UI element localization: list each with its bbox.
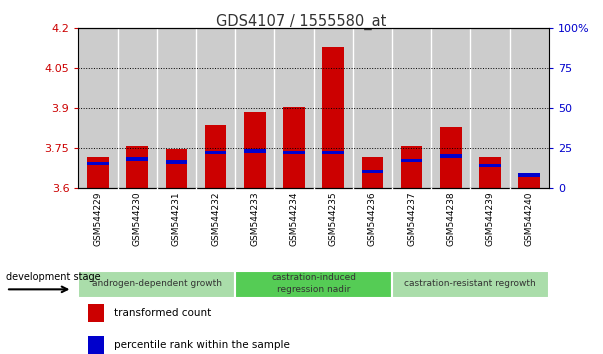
Bar bbox=[314, 28, 353, 188]
Bar bbox=[431, 28, 470, 188]
Bar bbox=[362, 157, 383, 188]
Text: GSM544234: GSM544234 bbox=[289, 192, 298, 246]
Bar bbox=[479, 157, 500, 188]
Bar bbox=[283, 151, 305, 154]
Bar bbox=[519, 173, 540, 188]
FancyBboxPatch shape bbox=[392, 270, 549, 298]
Bar bbox=[470, 28, 510, 188]
Bar bbox=[88, 336, 104, 354]
Bar bbox=[479, 164, 500, 167]
Bar bbox=[157, 28, 196, 188]
Text: transformed count: transformed count bbox=[114, 308, 211, 318]
Text: GSM544230: GSM544230 bbox=[133, 192, 142, 246]
Text: GSM544236: GSM544236 bbox=[368, 192, 377, 246]
Bar bbox=[519, 173, 540, 177]
Text: GSM544235: GSM544235 bbox=[329, 192, 338, 246]
Text: GSM544231: GSM544231 bbox=[172, 192, 181, 246]
Bar bbox=[87, 157, 109, 188]
Bar bbox=[127, 147, 148, 188]
Text: androgen-dependent growth: androgen-dependent growth bbox=[92, 279, 222, 288]
Bar bbox=[440, 127, 461, 188]
Bar bbox=[392, 28, 431, 188]
Bar bbox=[440, 154, 461, 158]
Text: GSM544229: GSM544229 bbox=[93, 192, 103, 246]
Text: castration-induced
regression nadir: castration-induced regression nadir bbox=[271, 273, 356, 293]
FancyBboxPatch shape bbox=[235, 270, 392, 298]
Text: GSM544239: GSM544239 bbox=[485, 192, 494, 246]
Text: GDS4107 / 1555580_at: GDS4107 / 1555580_at bbox=[216, 14, 387, 30]
Text: GSM544237: GSM544237 bbox=[407, 192, 416, 246]
Bar bbox=[401, 159, 422, 162]
Bar bbox=[88, 304, 104, 322]
Bar bbox=[510, 28, 549, 188]
Bar bbox=[235, 28, 274, 188]
Bar bbox=[244, 112, 265, 188]
Text: GSM544238: GSM544238 bbox=[446, 192, 455, 246]
Bar bbox=[353, 28, 392, 188]
Bar bbox=[118, 28, 157, 188]
Bar bbox=[274, 28, 314, 188]
Bar bbox=[87, 162, 109, 165]
Bar bbox=[362, 170, 383, 173]
Bar bbox=[244, 149, 265, 153]
FancyBboxPatch shape bbox=[78, 270, 235, 298]
Bar bbox=[205, 125, 226, 188]
Text: castration-resistant regrowth: castration-resistant regrowth bbox=[405, 279, 536, 288]
Bar bbox=[401, 147, 422, 188]
Text: development stage: development stage bbox=[6, 272, 101, 281]
Text: percentile rank within the sample: percentile rank within the sample bbox=[114, 340, 289, 350]
Bar bbox=[166, 149, 187, 188]
Text: GSM544232: GSM544232 bbox=[211, 192, 220, 246]
Bar bbox=[196, 28, 235, 188]
Bar bbox=[323, 47, 344, 188]
Bar bbox=[127, 157, 148, 161]
Bar bbox=[166, 160, 187, 164]
Text: GSM544233: GSM544233 bbox=[250, 192, 259, 246]
Bar bbox=[323, 151, 344, 154]
Bar bbox=[205, 151, 226, 154]
Bar bbox=[78, 28, 118, 188]
Bar bbox=[283, 107, 305, 188]
Text: GSM544240: GSM544240 bbox=[525, 192, 534, 246]
